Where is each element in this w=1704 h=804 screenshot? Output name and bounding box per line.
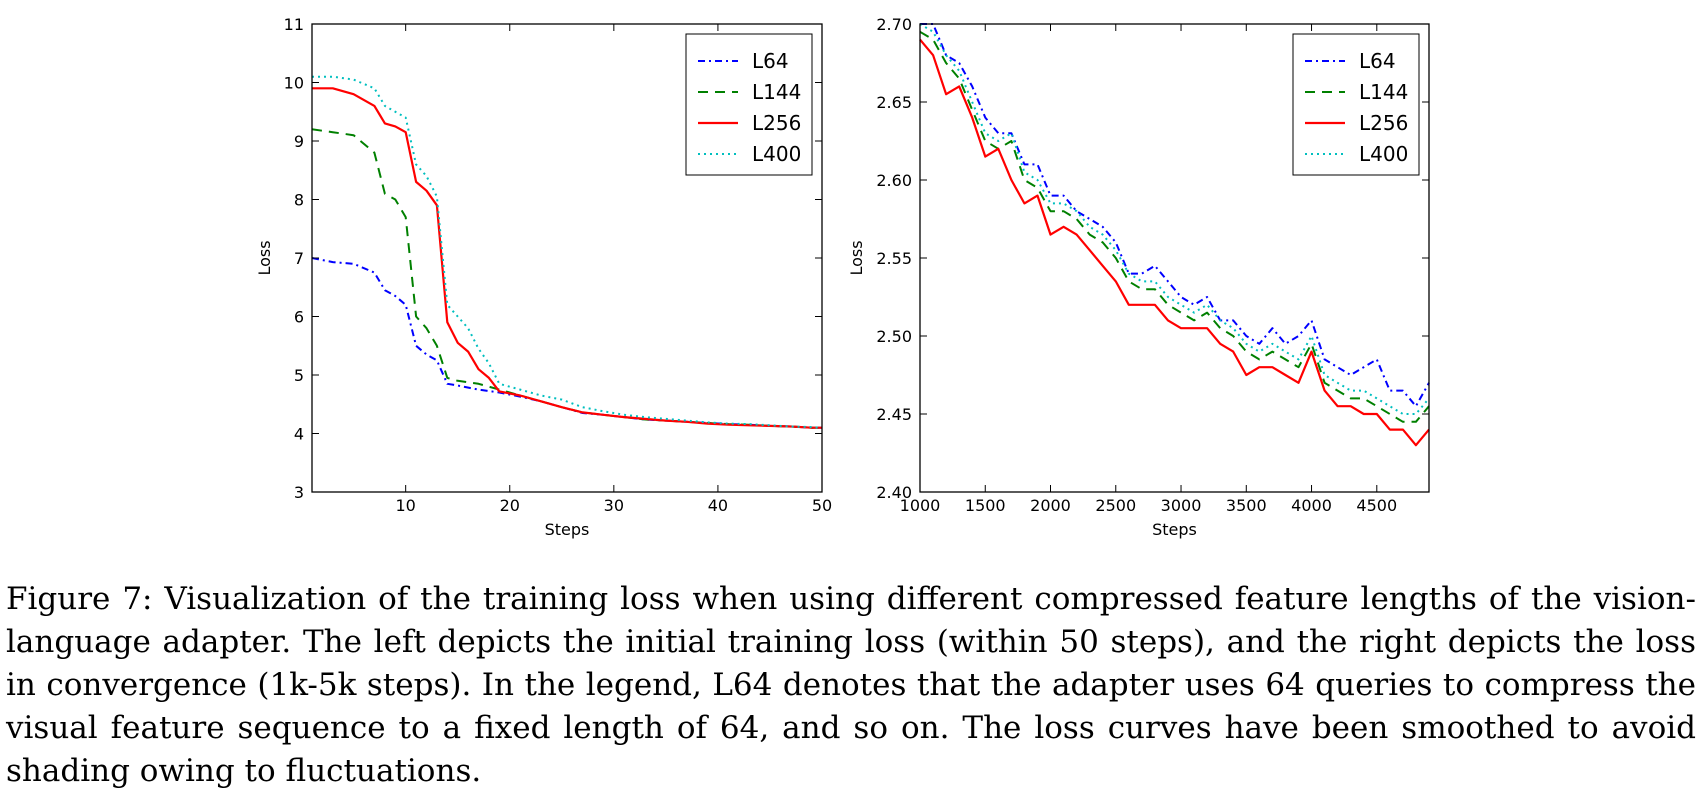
x-tick-label: 2000: [1030, 496, 1071, 515]
x-tick-label: 1000: [900, 496, 941, 515]
x-tick-label: 4500: [1356, 496, 1397, 515]
y-tick-label: 11: [284, 15, 304, 34]
x-tick-label: 3000: [1161, 496, 1202, 515]
x-tick-label: 50: [812, 496, 832, 515]
y-tick-label: 10: [284, 74, 304, 93]
legend-label-L144: L144: [1359, 80, 1408, 104]
y-tick-label: 8: [294, 191, 304, 210]
series-line-L256: [919, 38, 1430, 447]
legend-box: [685, 33, 813, 176]
legend-label-L256: L256: [752, 111, 801, 135]
x-tick-label: 40: [708, 496, 728, 515]
y-tick-label: 9: [294, 132, 304, 151]
y-tick-label: 4: [294, 425, 304, 444]
y-tick-label: 2.50: [876, 327, 912, 346]
x-axis-label: Steps: [545, 520, 590, 539]
y-tick-label: 2.55: [876, 249, 912, 268]
chart-panel-1: 10 20 30 40 50 3 4 5 6 7 8 9 10 11 Steps Loss L64 L144 L25…: [255, 15, 832, 539]
series-line-L64: [920, 23, 1430, 408]
legend-box: [1292, 33, 1420, 176]
x-tick-label: 1500: [965, 496, 1006, 515]
legend-label-L64: L64: [1359, 49, 1396, 73]
legend-label-L64: L64: [752, 49, 789, 73]
legend-label-L256: L256: [1359, 111, 1408, 135]
legend-label-L400: L400: [752, 142, 801, 166]
y-tick-label: 6: [294, 308, 304, 327]
legend-label-L144: L144: [752, 80, 801, 104]
legend-label-L400: L400: [1359, 142, 1408, 166]
y-tick-label: 3: [294, 483, 304, 502]
series-line-L256: [312, 87, 822, 429]
y-tick-label: 2.45: [876, 405, 912, 424]
series-line-L144: [919, 30, 1430, 423]
y-tick-label: 2.40: [876, 483, 912, 502]
y-tick-label: 2.65: [876, 93, 912, 112]
legend: L64 L144 L256 L400: [1292, 33, 1420, 176]
legend: L64 L144 L256 L400: [685, 33, 813, 176]
y-tick-label: 7: [294, 249, 304, 268]
x-tick-label: 2500: [1095, 496, 1136, 515]
x-tick-label: 30: [604, 496, 624, 515]
x-tick-label: 4000: [1291, 496, 1332, 515]
figure-charts: 10 20 30 40 50 3 4 5 6 7 8 9 10 11 Steps Loss L64 L144 L25…: [255, 15, 1430, 539]
y-tick-label: 2.60: [876, 171, 912, 190]
x-tick-label: 20: [500, 496, 520, 515]
x-tick-label: 3500: [1226, 496, 1267, 515]
y-axis-label: Loss: [847, 240, 866, 275]
y-axis-label: Loss: [255, 240, 274, 275]
x-tick-label: 10: [395, 496, 415, 515]
y-tick-label: 2.70: [876, 15, 912, 34]
figure-caption: Figure 7: Visualization of the training …: [6, 581, 1696, 789]
y-tick-label: 5: [294, 366, 304, 385]
chart-panel-2: 1000 1500 2000 2500 3000 3500 4000 4500 2.40 2.45…: [847, 15, 1430, 539]
figure: 10 20 30 40 50 3 4 5 6 7 8 9 10 11 Steps Loss L64 L144 L25…: [255, 15, 1430, 539]
x-axis-label: Steps: [1152, 520, 1197, 539]
